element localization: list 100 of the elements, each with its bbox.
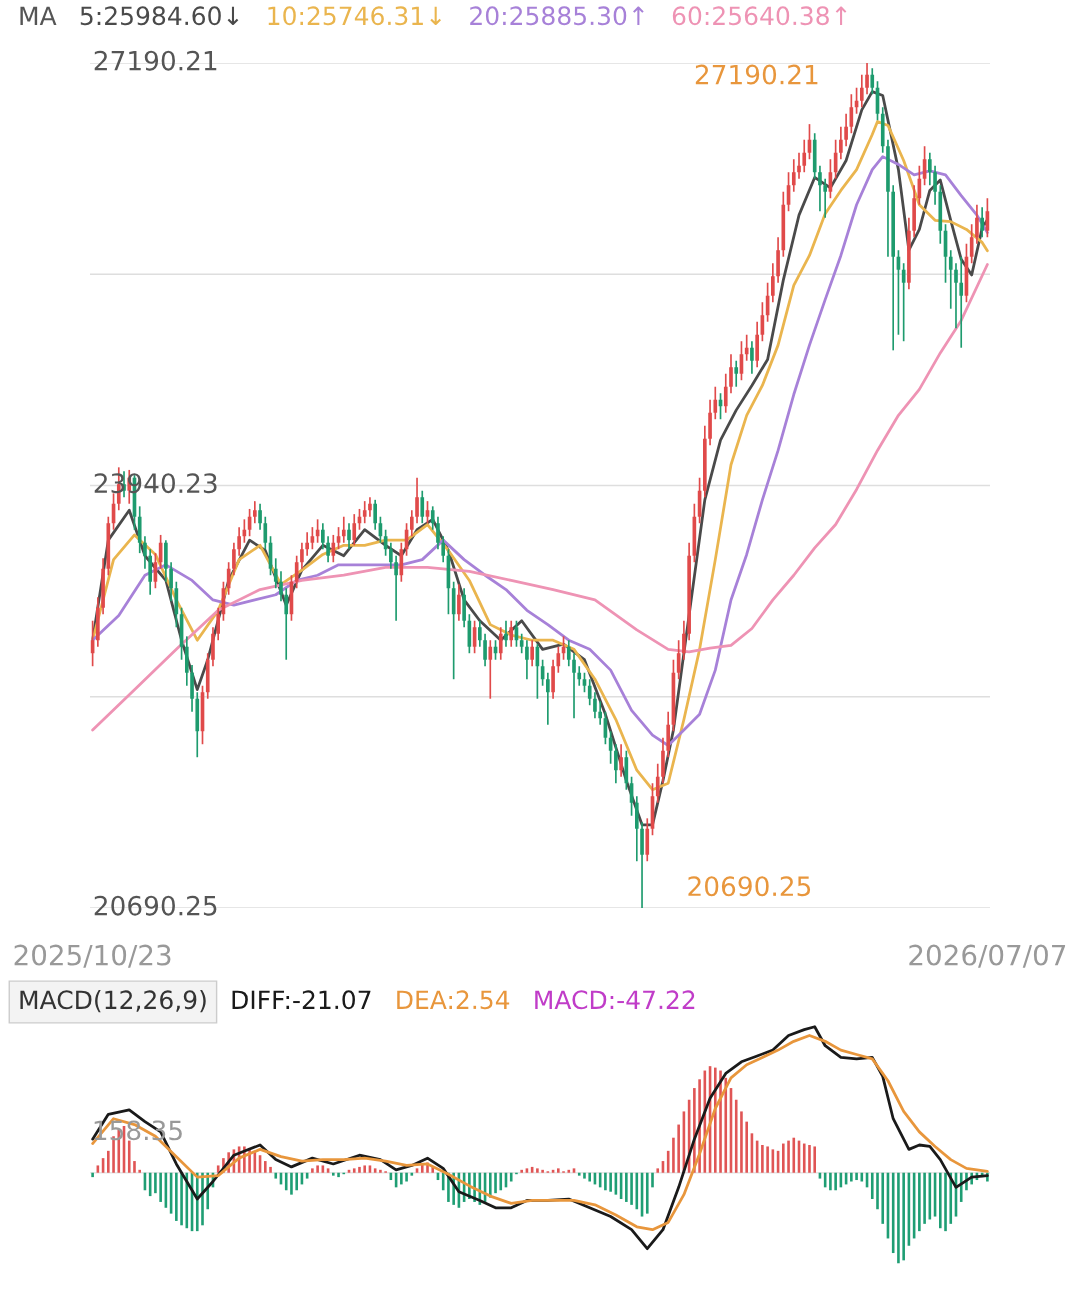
candlestick — [321, 522, 325, 551]
candlestick — [729, 353, 733, 395]
bar — [154, 1172, 157, 1194]
bar — [541, 1169, 544, 1173]
bar — [813, 1146, 817, 1173]
bar — [326, 1168, 330, 1173]
candlestick — [818, 164, 822, 213]
bar — [870, 1172, 874, 1200]
candlestick — [734, 359, 739, 388]
candlestick — [823, 177, 828, 219]
bar — [295, 1172, 298, 1191]
candlestick — [723, 372, 728, 414]
candlestick — [802, 138, 807, 174]
bar — [536, 1168, 539, 1173]
candlestick — [566, 639, 571, 668]
bar — [923, 1172, 926, 1224]
bar — [363, 1165, 367, 1173]
candlestick — [232, 541, 236, 577]
bar — [855, 1172, 858, 1181]
candlestick — [975, 203, 979, 245]
bar — [441, 1172, 445, 1191]
candlestick — [216, 606, 221, 642]
candlestick — [948, 249, 953, 310]
candlestick — [279, 570, 283, 603]
text: 60:25640.38↑ — [672, 6, 847, 26]
candlestick — [839, 125, 843, 161]
candlestick — [750, 340, 754, 375]
candlestick — [415, 476, 419, 525]
bar — [133, 1161, 136, 1173]
bar — [107, 1150, 110, 1173]
bar — [829, 1172, 832, 1191]
bar — [625, 1172, 628, 1202]
y-tick-label: 27190.21 — [94, 50, 217, 71]
bar — [290, 1172, 293, 1195]
bar — [808, 1145, 811, 1173]
bar — [938, 1172, 942, 1229]
bar — [834, 1172, 837, 1191]
bar — [583, 1172, 586, 1179]
candlestick — [488, 639, 493, 700]
bar — [180, 1172, 183, 1226]
bar — [499, 1172, 503, 1191]
candlestick — [504, 619, 508, 648]
candlestick — [870, 67, 875, 96]
candlestick — [593, 691, 597, 720]
candlestick — [859, 73, 864, 109]
candlestick — [252, 500, 257, 525]
bar — [127, 1140, 131, 1173]
candlestick — [969, 223, 974, 265]
bar — [400, 1172, 403, 1185]
bar — [588, 1172, 592, 1182]
candlestick — [614, 743, 618, 785]
bar — [567, 1169, 571, 1173]
candlestick — [498, 626, 503, 661]
bar — [724, 1077, 728, 1173]
candlestick — [347, 522, 351, 551]
bar — [520, 1169, 523, 1173]
candlestick — [143, 535, 147, 570]
bar — [494, 1172, 497, 1194]
candlestick — [331, 534, 336, 564]
candlestick — [420, 489, 425, 525]
candlestick — [980, 206, 984, 239]
candlestick — [352, 513, 357, 547]
bar — [761, 1145, 764, 1173]
bar — [944, 1172, 947, 1232]
candlestick — [530, 639, 534, 668]
bar — [373, 1168, 377, 1173]
candlestick — [519, 632, 524, 655]
candlestick — [258, 502, 262, 531]
bar — [609, 1172, 612, 1192]
candlestick — [844, 112, 848, 148]
bar — [850, 1172, 853, 1182]
bar — [666, 1150, 670, 1173]
candlestick — [587, 678, 592, 707]
candlestick — [797, 151, 801, 180]
candlestick — [509, 619, 514, 648]
bar — [766, 1146, 769, 1173]
candlestick — [577, 665, 582, 687]
text: MACD:-47.22 — [535, 990, 695, 1010]
candlestick — [619, 743, 623, 778]
candlestick — [430, 505, 435, 531]
text: DIFF:-21.07 — [232, 990, 371, 1010]
bar — [902, 1172, 905, 1261]
candlestick — [368, 496, 372, 518]
x-tick-label: 2026/07/07 — [909, 944, 1066, 968]
candlestick — [556, 645, 561, 674]
candlestick — [169, 561, 173, 603]
candlestick — [744, 333, 749, 362]
bar — [572, 1168, 576, 1173]
bar — [284, 1172, 288, 1191]
bar — [358, 1166, 361, 1173]
candlestick — [771, 262, 775, 304]
candlestick — [713, 385, 718, 421]
candlestick — [409, 509, 414, 538]
text: 20:25885.30↑ — [470, 6, 644, 26]
bar — [860, 1172, 864, 1182]
bar — [410, 1172, 414, 1176]
candlestick — [598, 700, 603, 726]
candlestick — [237, 526, 241, 557]
bar — [651, 1172, 654, 1188]
bar — [740, 1111, 743, 1173]
